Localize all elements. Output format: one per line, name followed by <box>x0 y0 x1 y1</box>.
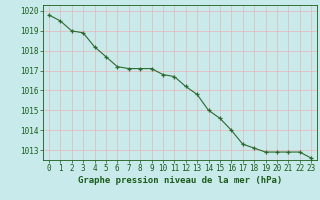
X-axis label: Graphe pression niveau de la mer (hPa): Graphe pression niveau de la mer (hPa) <box>78 176 282 185</box>
